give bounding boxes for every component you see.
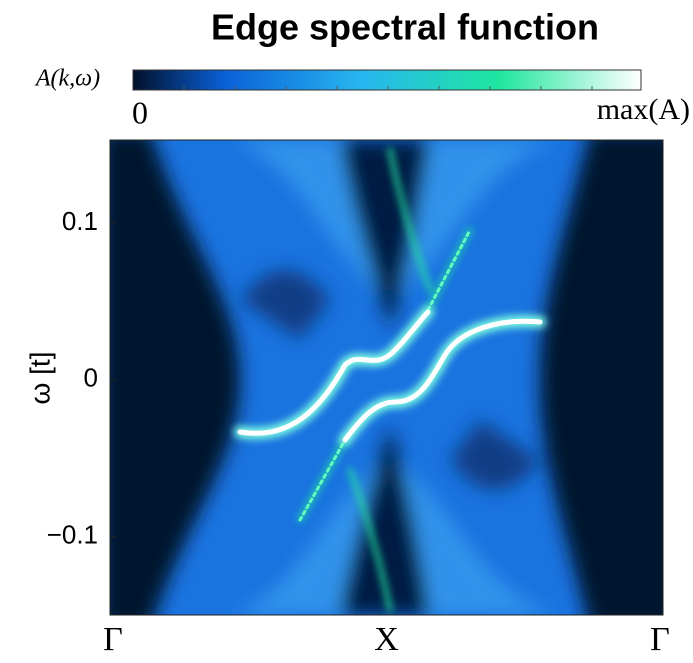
colorbar-min-label: 0 bbox=[132, 94, 148, 130]
y-tick-label: −0.1 bbox=[47, 519, 98, 549]
plot-frame bbox=[109, 139, 664, 616]
y-tick-label: 0 bbox=[84, 363, 98, 393]
x-tick-label: Γ bbox=[650, 621, 670, 658]
chart-title: Edge spectral function bbox=[211, 7, 599, 48]
colorbar-minor-ticks bbox=[183, 86, 593, 90]
colorbar-max-label: max(A) bbox=[597, 93, 690, 126]
x-tick-label: Γ bbox=[103, 621, 123, 658]
colorbar-label: A(k,ω) bbox=[34, 66, 100, 92]
x-tick-label: X bbox=[374, 621, 399, 658]
y-axis-label: ω [t] bbox=[24, 352, 55, 405]
y-tick-label: 0.1 bbox=[62, 206, 98, 236]
heatmap bbox=[110, 140, 663, 615]
colorbar bbox=[132, 69, 642, 91]
